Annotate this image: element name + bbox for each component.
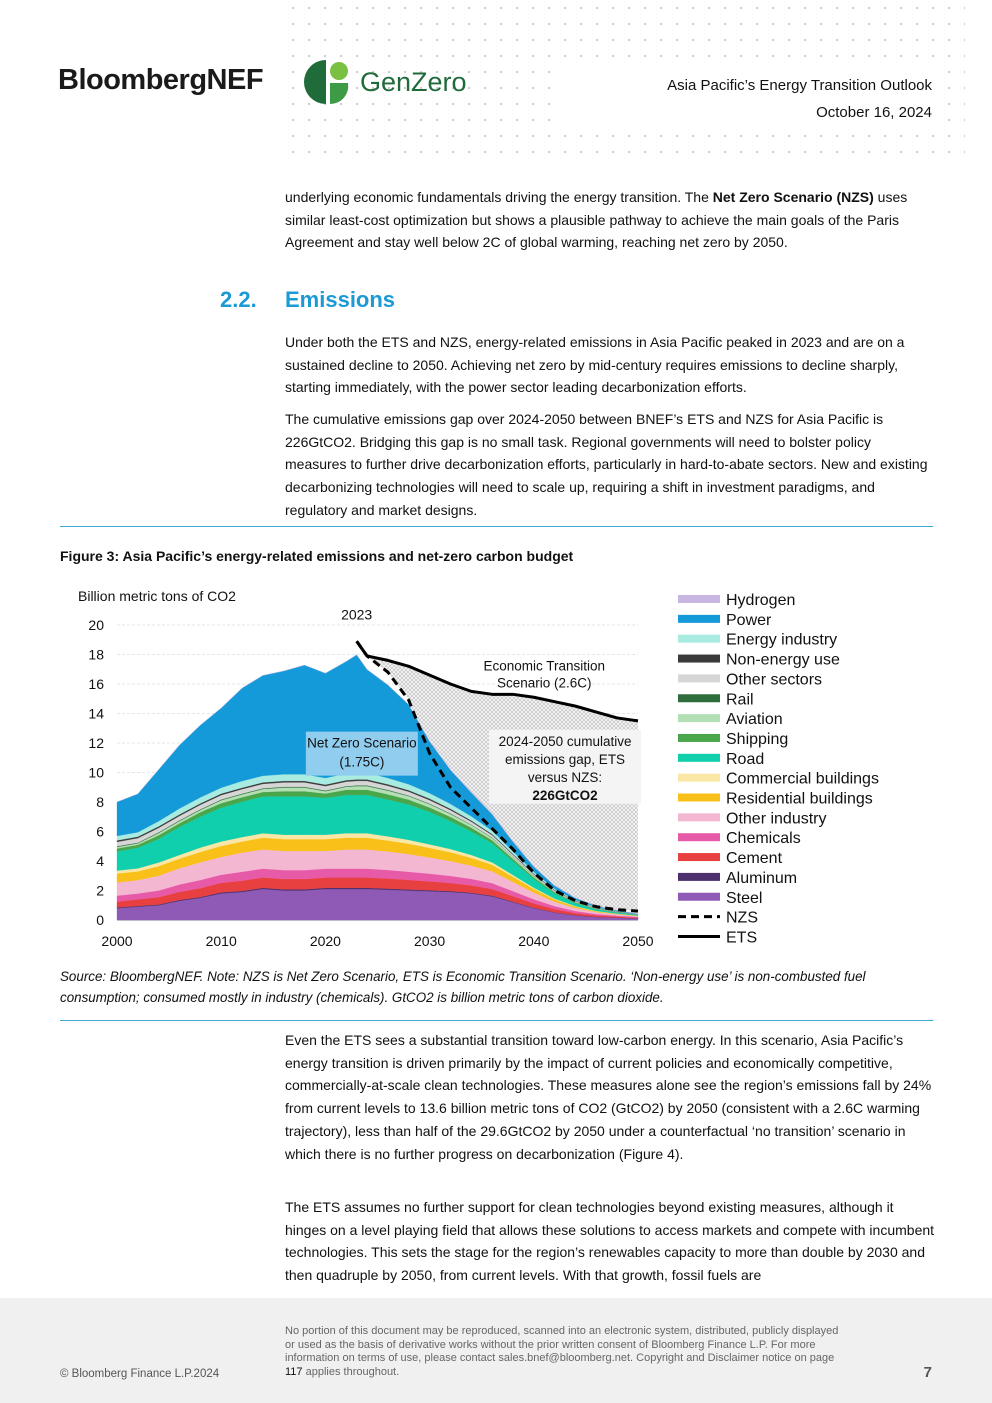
legend-swatch bbox=[678, 654, 720, 663]
y-tick-label: 14 bbox=[88, 706, 104, 722]
legend-swatch bbox=[678, 773, 720, 782]
legend-swatch bbox=[678, 674, 720, 683]
legend-swatch bbox=[678, 833, 720, 842]
ets-label-line2: Scenario (2.6C) bbox=[497, 675, 592, 690]
figure-bottom-rule bbox=[60, 1020, 933, 1021]
y-tick-label: 0 bbox=[96, 912, 104, 928]
legend-label: Power bbox=[726, 612, 772, 629]
y-tick-label: 20 bbox=[88, 617, 104, 633]
legend-label: Non-energy use bbox=[726, 652, 840, 669]
legend-swatch bbox=[678, 714, 720, 723]
y-axis-label: Billion metric tons of CO2 bbox=[78, 588, 236, 604]
nzs-label-box bbox=[305, 731, 418, 776]
legend-label: Other sectors bbox=[726, 671, 822, 688]
section-paragraph-2: The cumulative emissions gap over 2024-2… bbox=[285, 411, 928, 518]
genzero-wordmark: GenZero bbox=[360, 66, 467, 97]
legend-label: Steel bbox=[726, 890, 762, 907]
y-tick-label: 10 bbox=[88, 765, 104, 781]
legend-swatch bbox=[678, 872, 720, 881]
legend-label: Shipping bbox=[726, 731, 788, 748]
legend-label: Residential buildings bbox=[726, 791, 873, 808]
legend-label: Aviation bbox=[726, 711, 783, 728]
legend-swatch bbox=[678, 634, 720, 643]
y-tick-label: 16 bbox=[88, 676, 104, 692]
gap-label-line1: 2024-2050 cumulative bbox=[499, 734, 632, 749]
legend-swatch bbox=[678, 595, 720, 603]
legend-label: Rail bbox=[726, 691, 754, 708]
y-tick-label: 4 bbox=[96, 853, 104, 869]
footer-copyright: © Bloomberg Finance L.P.2024 bbox=[60, 1368, 220, 1380]
x-tick-label: 2050 bbox=[622, 933, 653, 949]
emissions-chart: Billion metric tons of CO2 0 2 4 6 8 10 12 14 16… bbox=[78, 588, 879, 949]
section-paragraph-1: Under both the ETS and NZS, energy-relat… bbox=[285, 334, 905, 396]
legend-label: NZS bbox=[726, 910, 758, 927]
x-tick-label: 2030 bbox=[414, 933, 445, 949]
legend-swatch bbox=[678, 694, 720, 703]
legend-swatch bbox=[678, 753, 720, 762]
gap-label-box bbox=[489, 729, 642, 804]
gap-label-line4: 226GtCO2 bbox=[532, 788, 597, 803]
figure-source-note: Source: BloombergNEF. Note: NZS is Net Z… bbox=[60, 969, 866, 1005]
report-date: October 16, 2024 bbox=[816, 104, 932, 121]
intro-paragraph: underlying economic fundamentals driving… bbox=[285, 189, 908, 251]
legend-label: Commercial buildings bbox=[726, 771, 879, 788]
legend-label: Cement bbox=[726, 850, 783, 867]
page-number: 7 bbox=[923, 1364, 932, 1381]
figure-title: Figure 3: Asia Pacific’s energy-related … bbox=[60, 548, 574, 564]
body-paragraph-2: The ETS assumes no further support for c… bbox=[285, 1199, 935, 1284]
x-tick-label: 2040 bbox=[518, 933, 549, 949]
y-tick-label: 12 bbox=[88, 735, 104, 751]
legend-label: Hydrogen bbox=[726, 592, 795, 609]
line-ets bbox=[355, 640, 639, 723]
x-tick-label: 2020 bbox=[310, 933, 341, 949]
footer-legal-notice: No portion of this document may be repro… bbox=[285, 1325, 839, 1379]
peak-year-annotation: 2023 bbox=[341, 607, 372, 623]
legend-label: ETS bbox=[726, 929, 757, 946]
section-number: 2.2. bbox=[220, 287, 257, 312]
y-tick-label: 6 bbox=[96, 824, 104, 840]
legend-swatch bbox=[678, 793, 720, 802]
legend-label: Chemicals bbox=[726, 830, 801, 847]
body-paragraph-1: Even the ETS sees a substantial transiti… bbox=[285, 1032, 932, 1162]
legend-label: Energy industry bbox=[726, 632, 837, 649]
ets-label-line1: Economic Transition bbox=[483, 658, 605, 673]
legend-swatch bbox=[678, 733, 720, 742]
x-tick-label: 2000 bbox=[101, 933, 132, 949]
genzero-logo: GenZero bbox=[304, 58, 467, 106]
report-title: Asia Pacific’s Energy Transition Outlook bbox=[667, 77, 932, 94]
section-title: Emissions bbox=[285, 287, 396, 312]
x-tick-label: 2010 bbox=[206, 933, 237, 949]
legend-label: Aluminum bbox=[726, 870, 797, 887]
y-tick-label: 18 bbox=[88, 647, 104, 663]
legend-swatch bbox=[678, 813, 720, 822]
bnef-logo: BloombergNEF bbox=[58, 64, 264, 96]
legend-label: Other industry bbox=[726, 810, 826, 827]
figure-top-rule bbox=[60, 526, 933, 527]
gap-label-line3: versus NZS: bbox=[528, 770, 602, 785]
legend-label: Road bbox=[726, 751, 764, 768]
legend-swatch bbox=[678, 892, 720, 901]
line-nzs bbox=[355, 640, 639, 913]
header-dot-mask bbox=[560, 68, 940, 128]
genzero-leaf-icon bbox=[304, 60, 349, 105]
y-tick-label: 2 bbox=[96, 883, 104, 899]
y-tick-label: 8 bbox=[96, 794, 104, 810]
nzs-label-line2: (1.75C) bbox=[339, 755, 384, 770]
nzs-label-line1: Net Zero Scenario bbox=[307, 736, 417, 751]
gap-label-line2: emissions gap, ETS bbox=[505, 752, 625, 767]
disclaimer-page-link[interactable]: 117 bbox=[285, 1366, 303, 1379]
legend-swatch bbox=[678, 614, 720, 623]
area-hydrogen bbox=[116, 654, 639, 915]
footer-band bbox=[0, 1298, 992, 1403]
legend-swatch bbox=[678, 853, 720, 862]
